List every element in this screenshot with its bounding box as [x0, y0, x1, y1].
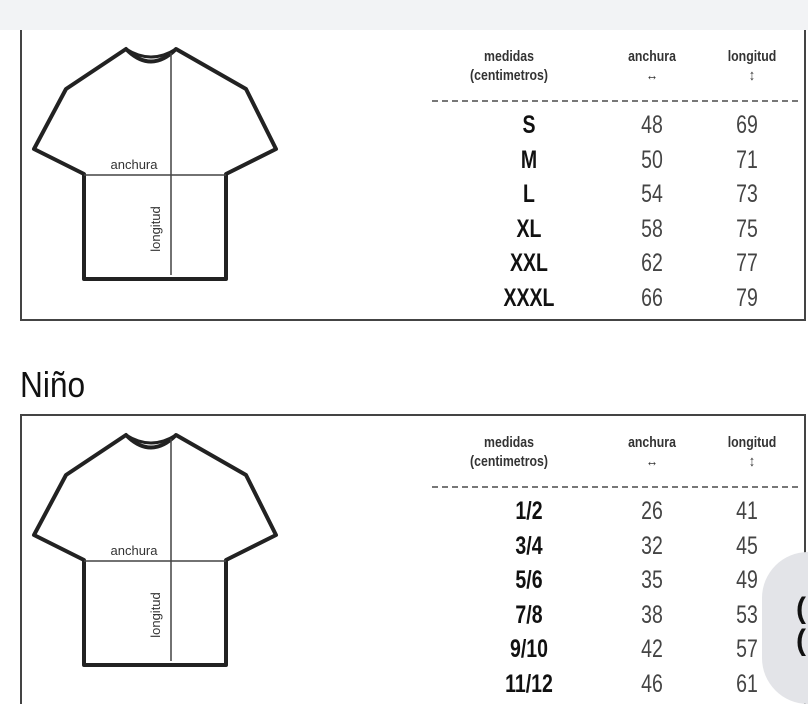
- length-cell: 41: [736, 497, 758, 525]
- width-cell: 50: [641, 145, 663, 174]
- length-label: longitud: [148, 592, 163, 638]
- width-cell: 32: [641, 531, 663, 560]
- length-label: longitud: [148, 206, 163, 252]
- tshirt-diagram-icon: anchura longitud: [32, 433, 278, 667]
- divider: [432, 100, 798, 102]
- length-cell: 71: [736, 145, 758, 174]
- width-cell: 62: [641, 249, 663, 277]
- vertical-arrow-icon: ↕: [748, 67, 756, 84]
- length-cell: 75: [736, 214, 758, 243]
- size-cell: XXL: [510, 249, 548, 277]
- width-cell: 48: [641, 111, 663, 139]
- size-cell: 5/6: [515, 566, 543, 594]
- length-cell: 53: [736, 600, 758, 629]
- divider: [432, 486, 798, 488]
- header-length: longitud ↕: [719, 433, 785, 471]
- width-cell: 66: [641, 283, 663, 312]
- length-cell: 77: [736, 249, 758, 277]
- length-cell: 61: [736, 669, 758, 698]
- kids-section-title: Niño: [20, 364, 86, 405]
- width-label: anchura: [111, 157, 159, 172]
- size-cell: 7/8: [515, 600, 543, 629]
- size-cell: L: [523, 180, 535, 208]
- size-cell: XL: [516, 214, 542, 243]
- size-cell: 3/4: [515, 531, 543, 560]
- header-sizes: medidas (centimetros): [470, 434, 548, 470]
- width-cell: 38: [641, 600, 663, 629]
- size-cell: 9/10: [510, 635, 548, 663]
- size-cell: 1/2: [515, 497, 543, 525]
- size-cell: XXXL: [503, 283, 555, 312]
- header-width: anchura ↔: [619, 47, 685, 85]
- width-cell: 54: [641, 180, 663, 208]
- width-cell: 26: [641, 497, 663, 525]
- size-cell: S: [522, 111, 536, 139]
- length-cell: 73: [736, 180, 758, 208]
- floating-button[interactable]: ((: [762, 552, 808, 704]
- kids-size-chart: anchura longitud medidas (centimetros) an…: [20, 414, 806, 704]
- width-cell: 46: [641, 669, 663, 698]
- double-arrow-icon: ↔: [645, 453, 659, 470]
- top-bar: [0, 0, 808, 30]
- vertical-arrow-icon: ↕: [748, 453, 756, 470]
- length-cell: 69: [736, 111, 758, 139]
- header-length: longitud ↕: [719, 47, 785, 85]
- adult-size-chart: anchura longitud medidas (centimetros) an…: [20, 30, 806, 321]
- width-cell: 58: [641, 214, 663, 243]
- length-cell: 79: [736, 283, 758, 312]
- size-cell: 11/12: [505, 669, 553, 698]
- length-cell: 49: [736, 566, 758, 594]
- double-arrow-icon: ↔: [645, 67, 659, 84]
- length-cell: 45: [736, 531, 758, 560]
- header-width: anchura ↔: [619, 433, 685, 471]
- width-label: anchura: [111, 543, 159, 558]
- width-cell: 35: [641, 566, 663, 594]
- width-cell: 42: [641, 635, 663, 663]
- length-cell: 57: [736, 635, 758, 663]
- header-sizes: medidas (centimetros): [470, 48, 548, 84]
- size-cell: M: [520, 145, 538, 174]
- tshirt-diagram-icon: anchura longitud: [32, 47, 278, 281]
